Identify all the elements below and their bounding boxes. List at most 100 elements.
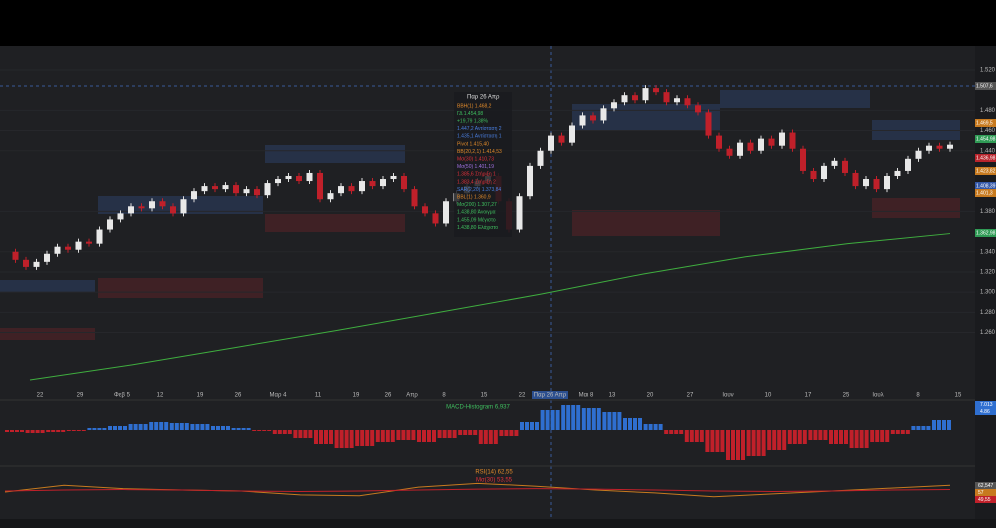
macd-bar bbox=[900, 430, 905, 434]
candle bbox=[380, 179, 386, 187]
macd-bar bbox=[164, 422, 169, 430]
macd-bar bbox=[360, 430, 365, 446]
macd-bar bbox=[792, 430, 797, 444]
macd-bar bbox=[329, 430, 333, 444]
macd-bar bbox=[689, 430, 694, 442]
tooltip-line: Μσ(50) 1.401,19 bbox=[457, 164, 494, 170]
candle bbox=[411, 189, 418, 207]
macd-bar bbox=[314, 430, 318, 444]
macd-bar bbox=[813, 430, 818, 440]
macd-bar bbox=[287, 430, 292, 434]
candle bbox=[317, 172, 323, 200]
date-label: 15 bbox=[481, 393, 488, 399]
macd-bar bbox=[607, 412, 612, 430]
macd-bar bbox=[344, 430, 349, 448]
macd-bar bbox=[854, 430, 859, 448]
candle bbox=[800, 148, 806, 171]
macd-bar bbox=[890, 430, 895, 434]
candle bbox=[600, 108, 607, 121]
macd-bar bbox=[200, 424, 205, 430]
macd-bar bbox=[520, 422, 524, 430]
macd-bar bbox=[638, 418, 642, 430]
macd-bar bbox=[422, 430, 426, 442]
date-label: 17 bbox=[805, 393, 812, 399]
price-badge-label: 1.362,98 bbox=[976, 230, 996, 236]
macd-bar bbox=[509, 430, 514, 436]
macd-bar bbox=[488, 430, 493, 444]
candle bbox=[632, 95, 638, 101]
candle bbox=[590, 115, 596, 121]
macd-bar bbox=[731, 430, 735, 460]
price-tick-label: 1.300 bbox=[980, 290, 996, 296]
macd-bar bbox=[612, 412, 617, 430]
candle bbox=[86, 241, 92, 244]
macd-bar bbox=[602, 412, 607, 430]
price-tick-label: 1.460 bbox=[980, 128, 996, 134]
date-label: Μαρ 4 bbox=[270, 393, 288, 399]
macd-bar bbox=[324, 430, 328, 444]
macd-bar bbox=[308, 430, 313, 438]
tooltip-line: 1.447,2 Αντίσταση 2 bbox=[457, 126, 502, 132]
macd-bar bbox=[736, 430, 740, 460]
macd-bar bbox=[303, 430, 308, 438]
macd-bar bbox=[746, 430, 751, 456]
macd-bar bbox=[782, 430, 787, 450]
macd-bar bbox=[349, 430, 354, 448]
macd-bar bbox=[596, 408, 601, 430]
macd-bar bbox=[694, 430, 699, 442]
macd-bar bbox=[102, 428, 107, 430]
price-tick-label: 1.280 bbox=[980, 310, 996, 316]
date-label: 13 bbox=[609, 393, 616, 399]
tooltip-line: 1.438,80 Ελάχιστο bbox=[457, 224, 498, 231]
macd-bar bbox=[123, 426, 127, 430]
macd-bar bbox=[473, 430, 478, 435]
macd-bar bbox=[15, 430, 19, 432]
date-label: Μαι 8 bbox=[579, 393, 594, 399]
macd-bar bbox=[802, 430, 807, 444]
price-badge-label: 1.507,6 bbox=[976, 83, 993, 89]
macd-bar bbox=[566, 405, 571, 430]
candle bbox=[264, 183, 271, 196]
rsi-label: RSI(14) 62,55 bbox=[475, 470, 513, 476]
tooltip-line: Μσ(30) 1.410,73 bbox=[457, 157, 494, 163]
macd-bar bbox=[432, 430, 436, 442]
macd-bar bbox=[252, 430, 257, 431]
tooltip-line: 1.435,1 Αντίσταση 1 bbox=[457, 134, 502, 140]
macd-bar bbox=[525, 422, 529, 430]
macd-bar bbox=[20, 430, 24, 432]
macd-badge bbox=[975, 408, 996, 415]
macd-bar bbox=[447, 430, 452, 438]
macd-bar bbox=[221, 426, 225, 430]
macd-bar bbox=[267, 430, 272, 431]
candle bbox=[621, 95, 628, 103]
date-label: Παρ 26 Απρ bbox=[534, 393, 567, 399]
macd-bar bbox=[720, 430, 725, 452]
macd-bar bbox=[710, 430, 715, 452]
date-label: 8 bbox=[442, 393, 446, 399]
macd-bar bbox=[880, 430, 885, 442]
price-tick-label: 1.260 bbox=[980, 330, 996, 336]
macd-bar bbox=[241, 428, 246, 430]
date-label: 19 bbox=[353, 393, 360, 399]
macd-bar bbox=[293, 430, 298, 438]
macd-bar bbox=[334, 430, 339, 448]
macd-bar bbox=[87, 428, 92, 430]
tooltip-line: Μσ(200) 1.307,27 bbox=[457, 202, 497, 208]
candle bbox=[789, 132, 796, 149]
price-badge bbox=[975, 135, 996, 143]
macd-bar bbox=[493, 430, 498, 444]
macd-bar bbox=[257, 430, 262, 431]
macd-bar bbox=[355, 430, 360, 446]
price-badge bbox=[975, 167, 996, 175]
rsi-badge bbox=[975, 482, 996, 489]
rsi-badge bbox=[975, 496, 996, 503]
price-badge-label: 1.454,98 bbox=[976, 136, 996, 142]
macd-bar bbox=[51, 430, 56, 432]
macd-bar bbox=[684, 430, 689, 442]
macd-label: MACD-Histogram 6,937 bbox=[446, 405, 510, 411]
ma200-line bbox=[29, 233, 951, 381]
macd-bar bbox=[205, 424, 210, 430]
macd-bar bbox=[741, 430, 745, 460]
macd-bar bbox=[797, 430, 802, 444]
candle bbox=[254, 189, 260, 196]
